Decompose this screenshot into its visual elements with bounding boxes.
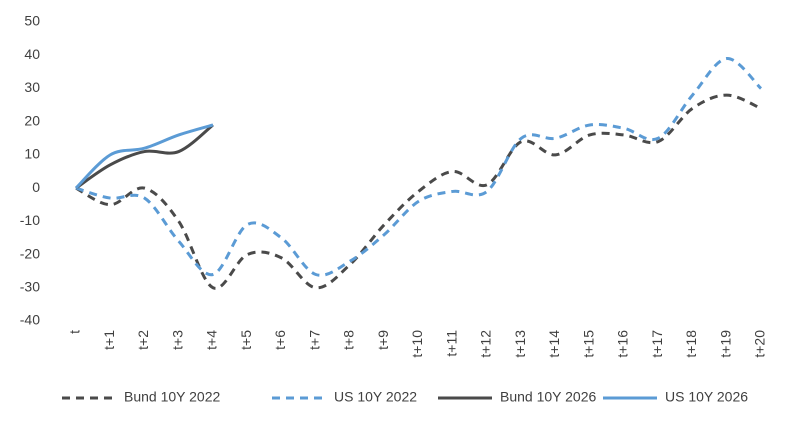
x-tick-label: t+18 [683, 330, 699, 358]
y-tick-label: -20 [20, 245, 40, 261]
y-tick-label: 0 [32, 179, 40, 195]
y-tick-label: -10 [20, 212, 40, 228]
x-tick-label: t+12 [478, 330, 494, 358]
x-tick-label: t [67, 330, 83, 334]
legend-label: Bund 10Y 2022 [124, 389, 220, 405]
x-tick-label: t+17 [649, 330, 665, 358]
x-tick-label: t+20 [752, 330, 768, 358]
y-tick-label: -40 [20, 312, 40, 328]
y-tick-label: 10 [24, 146, 40, 162]
series-line [75, 123, 214, 190]
legend-label: US 10Y 2022 [334, 389, 417, 405]
x-tick-label: t+3 [169, 330, 185, 350]
x-tick-label: t+9 [375, 330, 391, 350]
y-tick-label: 30 [24, 79, 40, 95]
x-tick-label: t+6 [272, 330, 288, 350]
x-tick-label: t+7 [306, 330, 322, 350]
x-tick-label: t+1 [101, 330, 117, 350]
x-tick-label: t+11 [443, 330, 459, 357]
y-tick-label: -30 [20, 278, 40, 294]
series-line [75, 93, 762, 290]
series-line [74, 123, 214, 190]
x-tick-label: t+16 [615, 330, 631, 358]
x-tick-label: t+19 [717, 330, 733, 358]
x-tick-label: t+10 [409, 330, 425, 358]
legend-label: Bund 10Y 2026 [500, 389, 596, 405]
legend-label: US 10Y 2026 [665, 389, 748, 405]
y-tick-label: 50 [24, 13, 40, 29]
y-tick-label: 20 [24, 112, 40, 128]
x-tick-label: t+14 [546, 330, 562, 358]
y-tick-label: 40 [24, 46, 40, 62]
x-tick-label: t+8 [341, 330, 357, 350]
x-tick-label: t+2 [135, 330, 151, 350]
x-tick-label: t+4 [204, 330, 220, 350]
x-tick-label: t+13 [512, 330, 528, 358]
series-line [75, 57, 763, 277]
x-tick-label: t+15 [580, 330, 596, 358]
x-tick-label: t+5 [238, 330, 254, 350]
